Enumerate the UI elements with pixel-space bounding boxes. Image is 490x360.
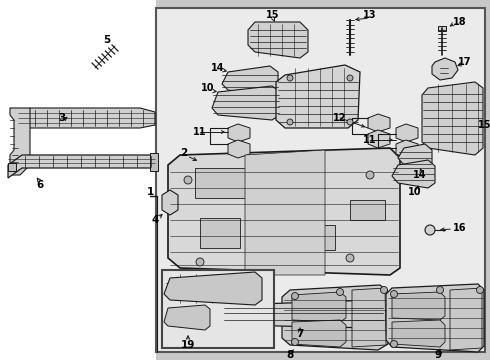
Polygon shape	[8, 155, 155, 178]
Bar	[8, 163, 16, 171]
Polygon shape	[292, 320, 346, 347]
Polygon shape	[228, 140, 250, 158]
Text: 1: 1	[147, 187, 154, 197]
Polygon shape	[162, 190, 178, 215]
Bar	[438, 26, 446, 31]
Text: 5: 5	[103, 35, 111, 45]
Bar	[260, 175, 320, 200]
Polygon shape	[222, 66, 278, 96]
Circle shape	[391, 341, 397, 347]
Bar	[150, 153, 158, 171]
Polygon shape	[392, 292, 445, 320]
Text: 10: 10	[201, 83, 215, 93]
Text: 11: 11	[363, 135, 377, 145]
Bar	[200, 218, 240, 248]
Text: 2: 2	[180, 148, 188, 158]
Text: 14: 14	[413, 170, 427, 180]
Circle shape	[476, 287, 484, 293]
Polygon shape	[396, 124, 418, 142]
Text: 3: 3	[58, 113, 66, 123]
Text: 4: 4	[151, 215, 159, 225]
Polygon shape	[352, 288, 386, 347]
Bar	[350, 200, 385, 220]
Bar	[156, 8, 485, 352]
Text: 7: 7	[296, 329, 304, 339]
Circle shape	[347, 119, 353, 125]
Polygon shape	[245, 150, 325, 275]
Polygon shape	[292, 292, 346, 322]
Text: 13: 13	[363, 10, 377, 20]
Polygon shape	[168, 148, 400, 275]
Text: 9: 9	[435, 350, 441, 360]
Circle shape	[381, 287, 388, 293]
Polygon shape	[432, 58, 458, 80]
Polygon shape	[282, 285, 388, 350]
Bar	[280, 225, 335, 250]
Polygon shape	[212, 86, 280, 120]
Polygon shape	[164, 272, 262, 305]
Text: 19: 19	[181, 340, 195, 350]
Bar	[195, 168, 245, 198]
Polygon shape	[396, 140, 418, 158]
Text: 12: 12	[333, 113, 347, 123]
Polygon shape	[450, 288, 482, 350]
Text: 15: 15	[266, 10, 280, 20]
Text: 11: 11	[193, 127, 207, 137]
Polygon shape	[222, 300, 385, 328]
Circle shape	[425, 225, 435, 235]
Polygon shape	[422, 82, 483, 155]
Polygon shape	[392, 320, 445, 347]
Text: 8: 8	[286, 350, 294, 360]
Text: 10: 10	[408, 187, 422, 197]
Polygon shape	[10, 108, 30, 175]
Polygon shape	[386, 284, 484, 352]
Polygon shape	[276, 65, 360, 128]
Polygon shape	[228, 124, 250, 142]
Bar	[162, 270, 274, 348]
Circle shape	[347, 75, 353, 81]
Circle shape	[287, 119, 293, 125]
Circle shape	[184, 176, 192, 184]
Circle shape	[366, 171, 374, 179]
Circle shape	[287, 75, 293, 81]
Polygon shape	[398, 144, 432, 170]
Circle shape	[292, 338, 298, 346]
Circle shape	[346, 254, 354, 262]
Circle shape	[292, 292, 298, 300]
Circle shape	[337, 288, 343, 296]
Circle shape	[391, 291, 397, 297]
Text: 15: 15	[478, 120, 490, 130]
Circle shape	[437, 287, 443, 293]
Text: 18: 18	[453, 17, 467, 27]
Bar	[0, 0, 156, 360]
Polygon shape	[164, 305, 210, 330]
Polygon shape	[392, 160, 435, 188]
Circle shape	[196, 258, 204, 266]
Text: 6: 6	[36, 180, 44, 190]
Polygon shape	[248, 22, 308, 58]
Text: 16: 16	[453, 223, 467, 233]
Polygon shape	[368, 114, 390, 132]
Text: 17: 17	[458, 57, 472, 67]
Polygon shape	[18, 108, 155, 138]
Text: 14: 14	[211, 63, 225, 73]
Polygon shape	[368, 130, 390, 148]
